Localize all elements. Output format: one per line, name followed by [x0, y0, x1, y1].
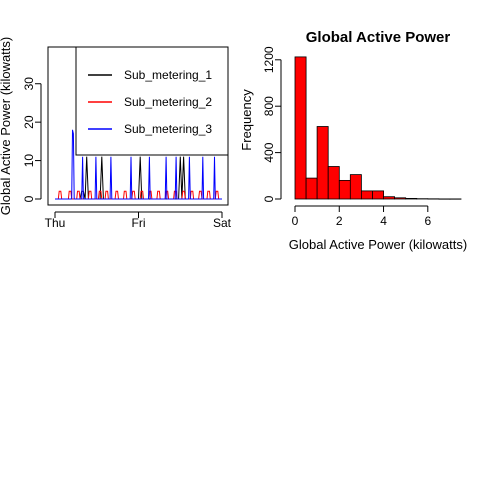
histogram-bar [405, 197, 418, 200]
line-chart: 0 10 20 30 Thu Fri Sat Global Active Power (k… [0, 37, 232, 230]
line-chart-legend: Sub_metering_1 Sub_metering_2 Sub_metering… [75, 46, 229, 156]
series-line-1 [55, 156, 222, 200]
histogram-bars [294, 56, 462, 200]
histogram-bar [305, 177, 318, 200]
x-tick-label: 6 [424, 214, 431, 228]
histogram-bar [316, 126, 329, 200]
y-tick-label: 0 [22, 195, 36, 202]
line-chart-x-axis: Thu Fri Sat [45, 211, 232, 230]
y-tick-label: 30 [22, 77, 36, 91]
y-tick-label: 800 [262, 96, 276, 116]
x-tick-label: Thu [45, 216, 66, 230]
legend-box [75, 46, 229, 156]
histogram-bar [294, 56, 307, 200]
line-chart-series [55, 129, 222, 200]
legend-label: Sub_metering_3 [124, 122, 212, 136]
y-tick-label: 400 [262, 142, 276, 162]
legend-label: Sub_metering_1 [124, 68, 212, 82]
histogram-ylabel: Frequency [239, 89, 254, 151]
histogram-title: Global Active Power [306, 29, 451, 46]
line-chart-ylabel: Global Active Power (kilowatts) [0, 37, 13, 215]
legend-label: Sub_metering_2 [124, 95, 212, 109]
histogram-bar [327, 166, 340, 200]
histogram-bar [338, 179, 351, 200]
histogram-bar [383, 196, 396, 200]
x-tick-label: 0 [292, 214, 299, 228]
y-tick-label: 20 [22, 115, 36, 129]
histogram-xlabel: Global Active Power (kilowatts) [289, 237, 467, 252]
series-line-3 [55, 129, 222, 200]
histogram-bar [372, 190, 385, 200]
line-chart-y-axis: 0 10 20 30 [22, 77, 42, 202]
y-tick-label: 0 [262, 195, 276, 202]
histogram-y-axis: 0 400 800 1200 [262, 46, 282, 202]
y-tick-label: 10 [22, 154, 36, 168]
histogram-bar [394, 197, 407, 200]
x-tick-label: 4 [380, 214, 387, 228]
x-tick-label: Sat [213, 216, 232, 230]
histogram-chart: Global Active Power 0 400 800 1200 0 2 4 6 Fre… [239, 29, 467, 252]
x-tick-label: 2 [336, 214, 343, 228]
histogram-bar [360, 190, 373, 200]
histogram-bar [349, 174, 362, 200]
histogram-x-axis: 0 2 4 6 [292, 205, 431, 228]
x-tick-label: Fri [132, 216, 146, 230]
y-tick-label: 1200 [262, 46, 276, 73]
